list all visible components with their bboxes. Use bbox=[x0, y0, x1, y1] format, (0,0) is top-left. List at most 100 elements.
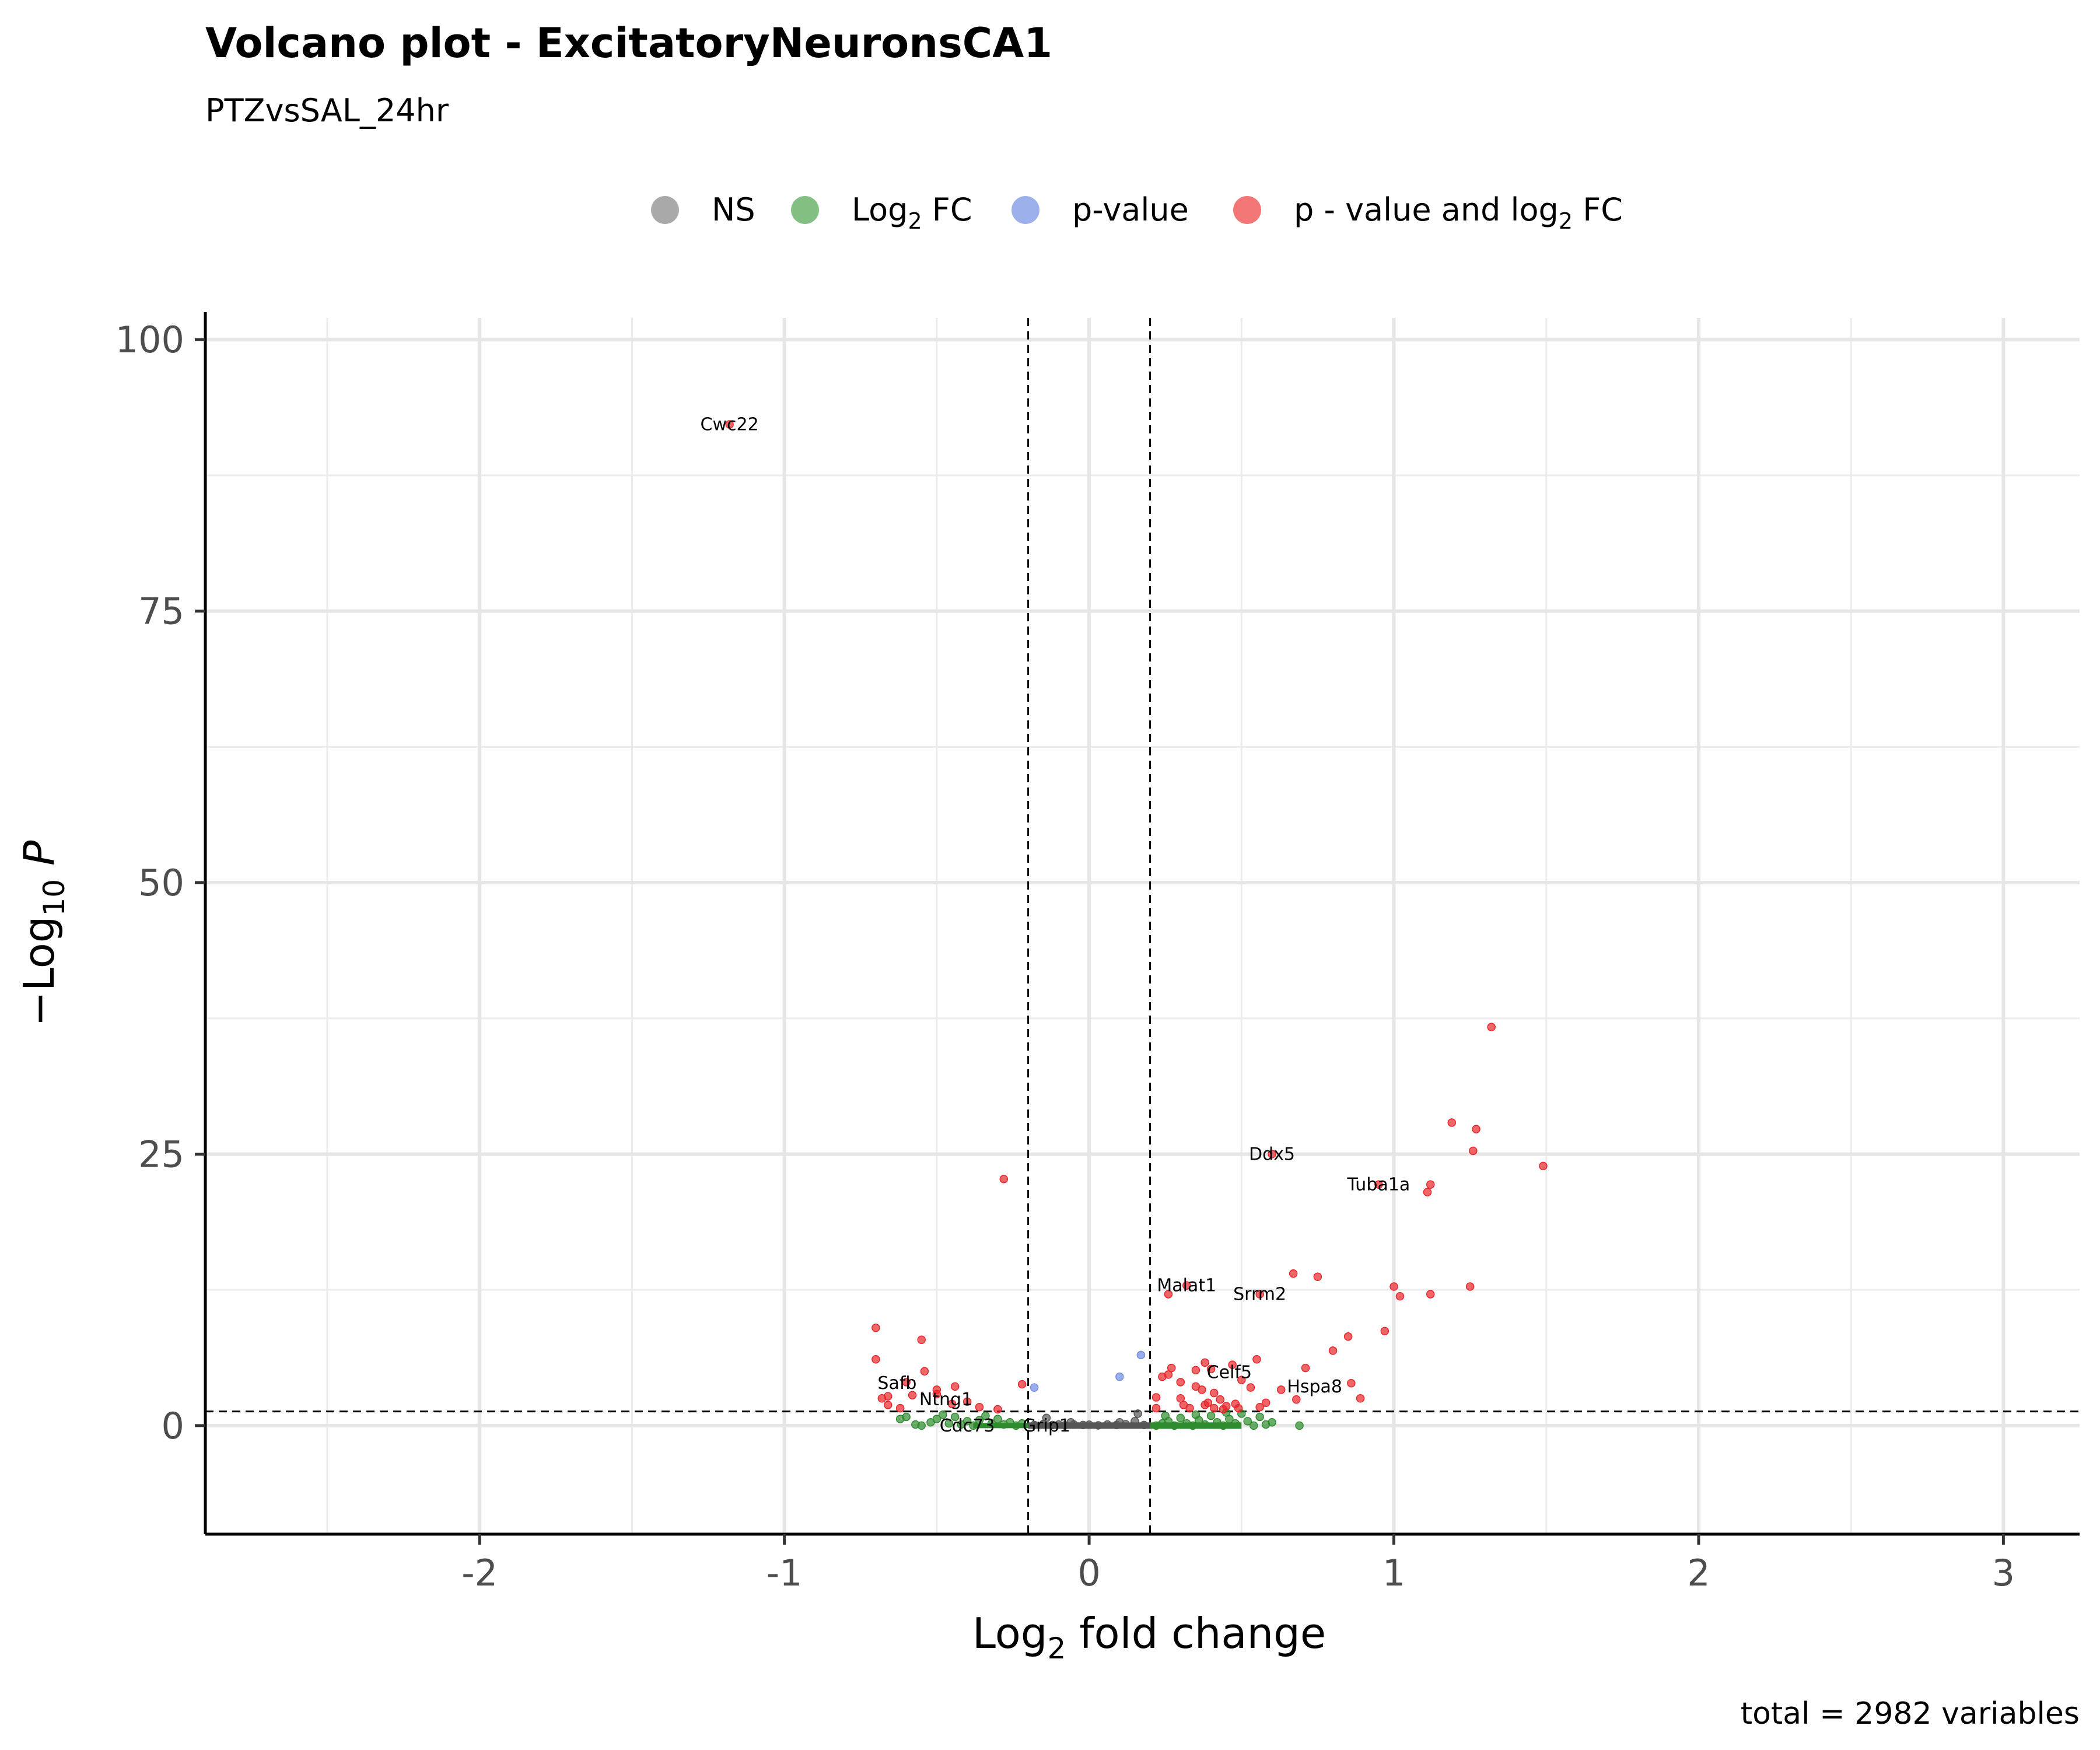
data-point-fc_p bbox=[1152, 1404, 1161, 1413]
y-tick-label: 25 bbox=[138, 1133, 184, 1175]
data-point-fc_p bbox=[1423, 1188, 1432, 1196]
data-point-fc bbox=[1176, 1413, 1185, 1423]
data-point-fc_p bbox=[1301, 1363, 1310, 1373]
legend-label-fc: Log2 FC bbox=[852, 191, 972, 234]
gene-label: Srrm2 bbox=[1233, 1284, 1286, 1305]
data-point-fc_p bbox=[917, 1335, 926, 1345]
data-point-fc bbox=[1243, 1417, 1252, 1426]
legend-swatch-fc_p bbox=[1233, 196, 1261, 224]
legend-label-ns: NS bbox=[712, 191, 755, 228]
data-point-fc_p bbox=[872, 1324, 880, 1332]
data-point-fc bbox=[939, 1410, 947, 1419]
chart-subtitle: PTZvsSAL_24hr bbox=[205, 92, 449, 129]
y-axis-label: −Log10 P bbox=[15, 840, 71, 1026]
x-tick-label: -1 bbox=[766, 1552, 803, 1594]
x-tick-label: 1 bbox=[1382, 1552, 1405, 1594]
data-point-fc bbox=[911, 1420, 920, 1429]
data-point-fc bbox=[950, 1412, 960, 1422]
data-point-fc_p bbox=[1390, 1282, 1398, 1291]
data-point-fc bbox=[1191, 1410, 1200, 1419]
data-point-fc_p bbox=[1343, 1332, 1353, 1341]
data-point-fc_p bbox=[932, 1390, 942, 1399]
data-point-fc_p bbox=[1185, 1404, 1194, 1413]
data-point-fc bbox=[1268, 1418, 1276, 1427]
data-point-fc_p bbox=[1152, 1393, 1161, 1402]
gene-label: Ntng1 bbox=[919, 1390, 972, 1410]
data-point-fc_p bbox=[1234, 1404, 1243, 1413]
data-point-fc_p bbox=[1447, 1118, 1457, 1127]
data-point-p bbox=[1115, 1372, 1124, 1381]
data-point-fc_p bbox=[1261, 1398, 1270, 1407]
data-point-fc_p bbox=[1472, 1125, 1480, 1133]
data-point-fc_p bbox=[963, 1397, 972, 1406]
data-point-fc_p bbox=[1228, 1360, 1237, 1369]
data-point-fc_p bbox=[1255, 1290, 1264, 1298]
y-tick-label: 100 bbox=[116, 318, 184, 361]
data-point-fc_p bbox=[1200, 1358, 1209, 1367]
data-point-fc_p bbox=[884, 1401, 892, 1409]
gene-label: Ddx5 bbox=[1249, 1144, 1295, 1164]
data-point-fc bbox=[1206, 1411, 1216, 1420]
axes: -2 -1 0 1 2 3 0 25 50 75 100 bbox=[116, 312, 2080, 1594]
data-point-fc bbox=[932, 1415, 942, 1423]
x-axis-label: Log2 fold change bbox=[972, 1609, 1326, 1665]
data-point-fc bbox=[963, 1417, 972, 1426]
data-point-fc_p bbox=[1356, 1394, 1365, 1403]
x-tick-label: -2 bbox=[461, 1552, 498, 1594]
data-point-fc_p bbox=[902, 1378, 911, 1387]
data-point-fc bbox=[1295, 1421, 1304, 1430]
data-point-fc_p bbox=[1292, 1395, 1301, 1404]
data-point-p bbox=[1030, 1383, 1039, 1392]
gene-label: Hspa8 bbox=[1287, 1377, 1342, 1397]
data-point-fc_p bbox=[1210, 1388, 1219, 1398]
data-point-fc_p bbox=[1200, 1401, 1209, 1409]
data-point-fc_p bbox=[1191, 1366, 1200, 1375]
data-point-fc bbox=[993, 1415, 1002, 1423]
data-point-fc_p bbox=[1198, 1385, 1206, 1394]
data-points bbox=[725, 420, 1548, 1430]
y-tick-label: 50 bbox=[138, 862, 184, 904]
x-tick-label: 3 bbox=[1992, 1552, 2015, 1594]
data-point-fc_p bbox=[947, 1399, 957, 1408]
data-point-fc bbox=[895, 1415, 905, 1423]
gene-label: Tuba1a bbox=[1347, 1175, 1410, 1195]
data-point-fc_p bbox=[1182, 1281, 1191, 1290]
data-point-fc_p bbox=[950, 1382, 960, 1391]
legend-label-fc_p: p - value and log2 FC bbox=[1294, 191, 1623, 234]
data-point-ns bbox=[1042, 1413, 1051, 1423]
data-point-fc_p bbox=[1206, 1364, 1216, 1374]
gene-label: Cdc73 bbox=[940, 1416, 995, 1436]
data-point-fc_p bbox=[1164, 1370, 1173, 1379]
data-point-fc bbox=[1161, 1411, 1170, 1420]
legend-swatch-p bbox=[1012, 196, 1040, 224]
data-point-fc_p bbox=[1017, 1380, 1027, 1389]
x-tick-label: 0 bbox=[1077, 1552, 1100, 1594]
data-point-fc_p bbox=[1268, 1150, 1276, 1158]
data-point-fc_p bbox=[1164, 1290, 1173, 1298]
data-point-fc_p bbox=[877, 1394, 887, 1403]
data-point-fc_p bbox=[1426, 1180, 1435, 1189]
data-point-fc_p bbox=[1426, 1290, 1435, 1298]
data-point-fc_p bbox=[1219, 1405, 1228, 1414]
data-point-fc_p bbox=[1210, 1404, 1219, 1413]
data-point-fc_p bbox=[1289, 1269, 1298, 1278]
data-point-fc_p bbox=[993, 1405, 1002, 1414]
gene-label: Cwc22 bbox=[701, 414, 759, 435]
data-point-fc_p bbox=[1347, 1378, 1356, 1388]
data-point-fc_p bbox=[1328, 1346, 1338, 1355]
data-point-fc_p bbox=[1374, 1180, 1383, 1189]
data-point-fc_p bbox=[1313, 1272, 1322, 1282]
data-point-fc bbox=[1249, 1421, 1258, 1430]
data-point-fc_p bbox=[1395, 1292, 1405, 1301]
data-point-fc_p bbox=[895, 1404, 905, 1413]
data-point-fc_p bbox=[1176, 1378, 1185, 1387]
legend-swatch-fc bbox=[791, 196, 819, 224]
data-point-fc_p bbox=[1276, 1385, 1286, 1394]
legend-swatch-ns bbox=[651, 196, 679, 224]
y-tick-label: 0 bbox=[162, 1405, 184, 1447]
y-tick-label: 75 bbox=[138, 590, 184, 633]
data-point-fc_p bbox=[999, 1175, 1009, 1184]
data-point-fc_p bbox=[1380, 1326, 1390, 1336]
data-point-p bbox=[1136, 1350, 1146, 1360]
